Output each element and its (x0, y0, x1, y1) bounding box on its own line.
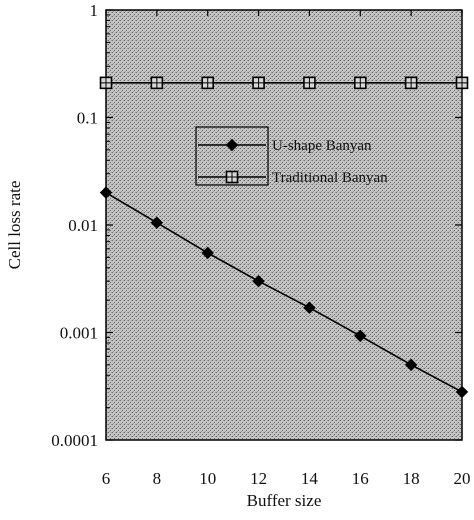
series-2 (99, 76, 469, 90)
legend: U-shape Banyan Traditional Banyan (195, 126, 388, 186)
series-layer (99, 76, 469, 399)
data-point (354, 329, 367, 343)
x-tick-label: 14 (301, 469, 319, 488)
data-point (99, 186, 113, 199)
legend-label: Traditional Banyan (272, 170, 388, 186)
y-tick-label: 1 (90, 1, 99, 20)
y-tick-label: 0.001 (60, 324, 98, 343)
y-tick-label: 0.1 (77, 109, 98, 128)
series-1 (99, 186, 469, 399)
y-tick-label: 0.01 (68, 216, 98, 235)
x-tick-label: 20 (454, 469, 471, 488)
x-tick-label: 16 (352, 469, 369, 488)
x-tick-labels: 6 8 10 12 14 16 18 20 (102, 469, 471, 488)
legend-label: U-shape Banyan (272, 138, 372, 154)
x-tick-label: 10 (199, 469, 216, 488)
y-axis-label: Cell loss rate (5, 181, 24, 270)
legend-marker (225, 138, 239, 152)
y-tick-labels: 1 0.1 0.01 0.001 0.0001 (51, 1, 98, 450)
x-axis-label: Buffer size (247, 491, 322, 510)
x-tick-label: 6 (102, 469, 111, 488)
legend-box (195, 126, 269, 186)
data-point (303, 301, 316, 314)
series-line (105, 191, 463, 393)
data-point (150, 216, 164, 229)
data-point (252, 275, 265, 288)
x-tick-label: 12 (250, 469, 267, 488)
data-point (455, 385, 469, 399)
data-point (404, 358, 418, 372)
y-tick-label: 0.0001 (51, 431, 98, 450)
plot-area (105, 9, 463, 441)
x-tick-label: 18 (403, 469, 420, 488)
data-point (201, 246, 214, 260)
x-tick-label: 8 (153, 469, 162, 488)
